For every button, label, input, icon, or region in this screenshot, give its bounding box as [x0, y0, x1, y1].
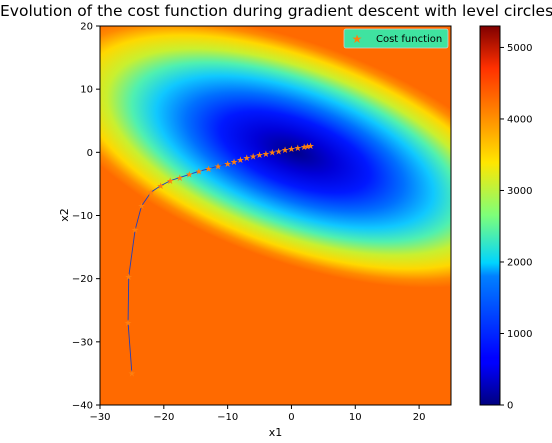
- descent-point-star-icon: ★: [125, 273, 133, 283]
- y-tick-label: −30: [72, 337, 93, 348]
- colorbar-tick-label: 4000: [507, 114, 532, 125]
- descent-point-star-icon: ★: [230, 158, 238, 168]
- descent-point-star-icon: ★: [124, 319, 132, 329]
- descent-point-star-icon: ★: [256, 151, 264, 161]
- descent-point-star-icon: ★: [249, 152, 257, 162]
- descent-point-star-icon: ★: [275, 147, 283, 157]
- descent-point-star-icon: ★: [224, 160, 232, 170]
- descent-point-star-icon: ★: [137, 202, 145, 212]
- y-tick-label: −20: [72, 274, 93, 285]
- descent-point-star-icon: ★: [268, 149, 276, 159]
- descent-point-star-icon: ★: [204, 165, 212, 175]
- y-tick-label: −40: [72, 401, 93, 412]
- x-tick-label: 20: [413, 412, 426, 423]
- legend-star-icon: ★: [352, 32, 363, 46]
- descent-point-star-icon: ★: [131, 226, 139, 236]
- colorbar-tick-label: 2000: [507, 257, 532, 268]
- colorbar-tick-label: 0: [507, 401, 513, 412]
- descent-point-star-icon: ★: [176, 174, 184, 184]
- x-tick-label: −10: [217, 412, 238, 423]
- y-axis-label: x2: [58, 208, 71, 222]
- y-tick-label: −10: [72, 211, 93, 222]
- descent-point-star-icon: ★: [214, 162, 222, 172]
- colorbar-tick-label: 3000: [507, 186, 532, 197]
- x-axis-label: x1: [269, 426, 283, 439]
- descent-point-star-icon: ★: [262, 150, 270, 160]
- descent-point-star-icon: ★: [236, 156, 244, 166]
- descent-point-star-icon: ★: [307, 142, 315, 152]
- y-tick-label: 10: [80, 85, 93, 96]
- x-tick-label: 10: [349, 412, 362, 423]
- descent-point-star-icon: ★: [128, 370, 136, 380]
- descent-point-star-icon: ★: [287, 145, 295, 155]
- colorbar-tick-label: 1000: [507, 329, 532, 340]
- descent-point-star-icon: ★: [281, 146, 289, 156]
- descent-path-line: [127, 145, 311, 374]
- cost-contour-field: [100, 26, 451, 405]
- x-tick-label: 0: [288, 412, 294, 423]
- descent-point-star-icon: ★: [300, 143, 308, 153]
- colorbar-tick-label: 5000: [507, 43, 532, 54]
- descent-point-star-icon: ★: [195, 167, 203, 177]
- chart-title: Evolution of the cost function during gr…: [0, 2, 552, 20]
- colorbar: [479, 25, 501, 406]
- descent-point-star-icon: ★: [166, 177, 174, 187]
- y-tick-label: 20: [80, 22, 93, 33]
- x-tick-label: −20: [153, 412, 174, 423]
- descent-point-star-icon: ★: [147, 188, 155, 198]
- legend: ★ Cost function: [343, 28, 449, 49]
- legend-entry: Cost function: [376, 34, 442, 45]
- y-tick-label: 0: [87, 148, 93, 159]
- x-tick-label: −30: [89, 412, 110, 423]
- descent-point-star-icon: ★: [185, 171, 193, 181]
- descent-point-star-icon: ★: [294, 144, 302, 154]
- descent-point-star-icon: ★: [243, 154, 251, 164]
- descent-point-star-icon: ★: [303, 143, 311, 153]
- descent-point-star-icon: ★: [157, 182, 165, 192]
